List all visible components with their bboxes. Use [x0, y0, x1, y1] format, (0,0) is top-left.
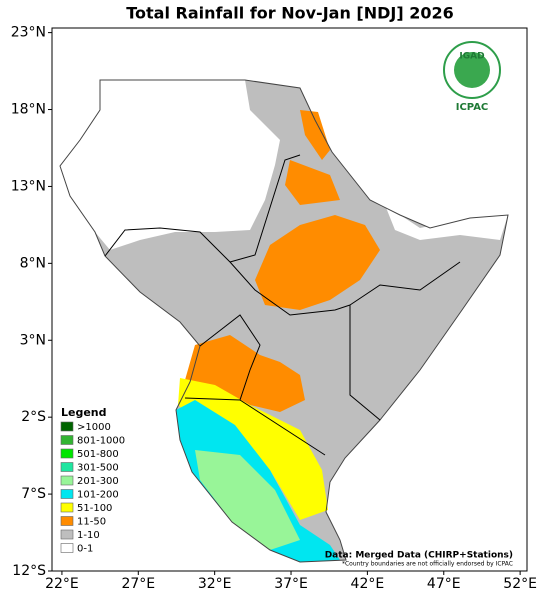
wet-area: [255, 215, 380, 310]
legend-label: >1000: [77, 422, 111, 433]
map-regions: [60, 80, 508, 562]
dry-area: [385, 205, 508, 240]
logo-top: IGAD: [459, 52, 484, 62]
legend-swatch: [60, 516, 74, 526]
y-tick-label: 12°S: [12, 563, 46, 579]
legend-title: Legend: [61, 406, 107, 419]
map-title: Total Rainfall for Nov-Jan [NDJ] 2026: [126, 4, 454, 23]
x-tick-label: 47°E: [427, 576, 461, 592]
dry-area: [60, 80, 280, 250]
legend-swatch: [60, 448, 74, 459]
x-tick-label: 52°E: [503, 576, 537, 592]
wet-area: [185, 335, 305, 412]
y-tick-label: 23°N: [11, 25, 46, 41]
y-tick-label: 13°N: [11, 178, 46, 194]
legend-label: 301-500: [77, 463, 119, 474]
legend-label: 0-1: [77, 544, 93, 555]
x-tick-label: 37°E: [274, 576, 308, 592]
legend-swatch: [60, 529, 74, 540]
legend-label: 51-100: [77, 503, 112, 514]
footnote: *Country boundaries are not officially e…: [342, 561, 513, 568]
wet-area: [285, 160, 340, 205]
country-borders: [59, 79, 509, 563]
legend-swatch: [60, 475, 74, 486]
data-source: Data: Merged Data (CHIRP+Stations): [325, 551, 513, 561]
wet-area: [195, 450, 300, 550]
legend-label: 501-800: [77, 449, 119, 460]
legend-swatch: [60, 502, 74, 513]
legend-swatch: [60, 462, 74, 472]
y-tick-label: 8°N: [20, 255, 46, 271]
axes: [51, 27, 528, 572]
legend-label: 1-10: [77, 530, 100, 541]
map-frame: [51, 27, 528, 572]
logo: IGAD ICPAC: [443, 41, 501, 113]
legend-label: 101-200: [77, 490, 119, 501]
legend-label: 11-50: [77, 517, 106, 528]
logo-globe: [454, 52, 490, 88]
x-tick-label: 22°E: [45, 576, 79, 592]
legend: Legend >1000 801-1000 501-800 301-500 201-30…: [60, 406, 125, 555]
wet-area: [300, 110, 330, 160]
legend-swatch: [60, 435, 74, 445]
x-tick-label: 42°E: [351, 576, 385, 592]
x-tick-label: 32°E: [198, 576, 232, 592]
legend-swatch: [60, 489, 74, 499]
legend-label: 201-300: [77, 476, 119, 487]
y-tick-label: 18°N: [11, 102, 46, 118]
legend-swatch: [60, 543, 74, 553]
y-tick-label: 3°N: [20, 332, 46, 348]
legend-label: 801-1000: [77, 436, 125, 447]
y-tick-label: 7°S: [21, 486, 46, 502]
x-tick-label: 27°E: [121, 576, 155, 592]
y-tick-label: 2°S: [21, 409, 46, 425]
legend-swatch: [60, 421, 74, 432]
logo-bottom: ICPAC: [456, 102, 489, 113]
